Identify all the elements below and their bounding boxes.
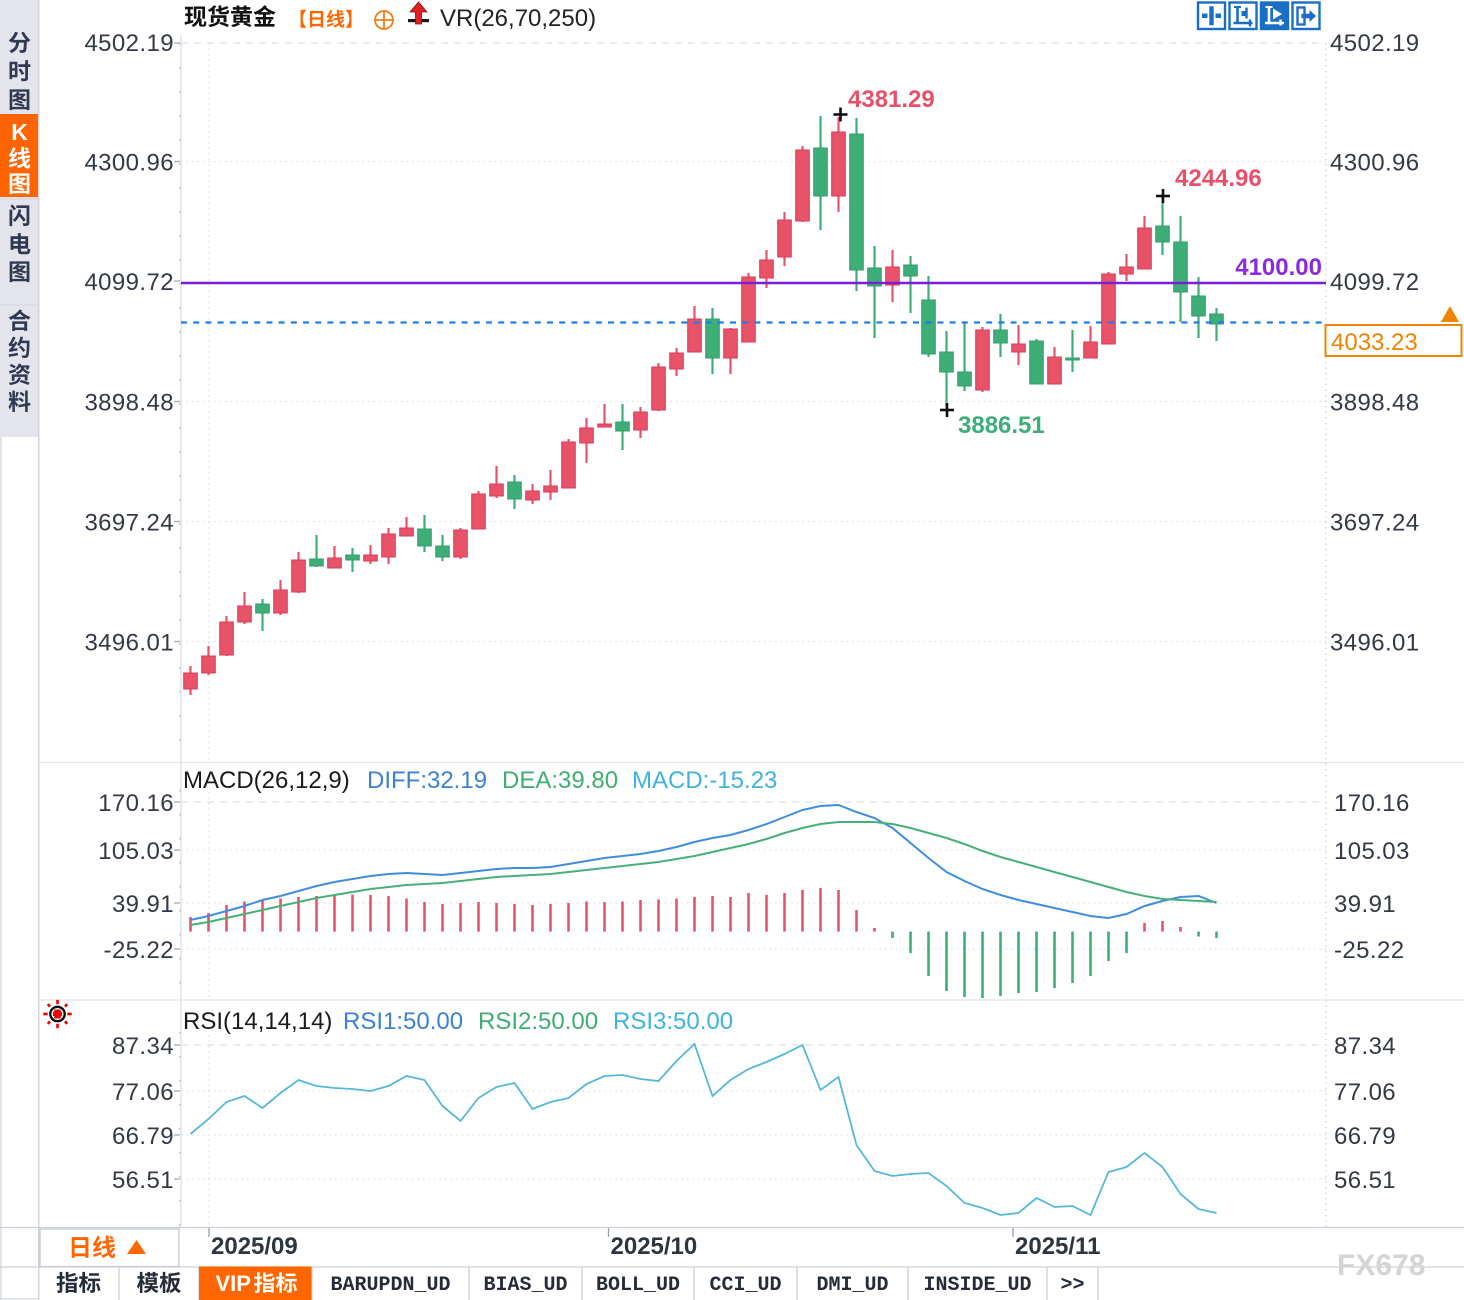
svg-text:66.79: 66.79 xyxy=(112,1123,174,1150)
svg-text:56.51: 56.51 xyxy=(1334,1167,1396,1194)
svg-text:VR(26,70,250): VR(26,70,250) xyxy=(440,5,596,32)
svg-text:105.03: 105.03 xyxy=(98,838,174,865)
svg-text:3496.01: 3496.01 xyxy=(84,630,174,657)
svg-text:3898.48: 3898.48 xyxy=(84,390,174,417)
svg-text:4244.96: 4244.96 xyxy=(1175,165,1262,192)
svg-text:MACD(26,12,9): MACD(26,12,9) xyxy=(183,767,350,794)
svg-text:3697.24: 3697.24 xyxy=(1330,510,1420,537)
svg-text:39.91: 39.91 xyxy=(1334,891,1396,918)
svg-text:-25.22: -25.22 xyxy=(104,937,174,964)
svg-text:BIAS_UD: BIAS_UD xyxy=(483,1274,567,1297)
svg-text:77.06: 77.06 xyxy=(112,1079,174,1106)
svg-text:87.34: 87.34 xyxy=(1334,1033,1396,1060)
svg-text:77.06: 77.06 xyxy=(1334,1079,1396,1106)
svg-text:4381.29: 4381.29 xyxy=(848,86,935,113)
svg-text:105.03: 105.03 xyxy=(1334,838,1410,865)
svg-text:4300.96: 4300.96 xyxy=(84,150,174,177)
svg-text:4099.72: 4099.72 xyxy=(1330,269,1420,296)
svg-text:4100.00: 4100.00 xyxy=(1235,254,1322,281)
svg-text:4033.23: 4033.23 xyxy=(1331,329,1418,356)
svg-text:DIFF:32.19: DIFF:32.19 xyxy=(367,767,487,794)
svg-text:>>: >> xyxy=(1060,1274,1084,1297)
svg-text:RSI1:50.00: RSI1:50.00 xyxy=(343,1008,463,1035)
svg-text:66.79: 66.79 xyxy=(1334,1123,1396,1150)
svg-text:MACD:-15.23: MACD:-15.23 xyxy=(632,767,777,794)
svg-text:3697.24: 3697.24 xyxy=(84,510,174,537)
svg-text:4502.19: 4502.19 xyxy=(1330,30,1420,57)
svg-text:170.16: 170.16 xyxy=(98,790,174,817)
svg-text:4502.19: 4502.19 xyxy=(84,30,174,57)
svg-text:87.34: 87.34 xyxy=(112,1033,174,1060)
svg-text:56.51: 56.51 xyxy=(112,1167,174,1194)
svg-text:2025/10: 2025/10 xyxy=(611,1233,698,1260)
svg-text:4300.96: 4300.96 xyxy=(1330,150,1420,177)
svg-text:2025/09: 2025/09 xyxy=(211,1233,298,1260)
svg-text:3496.01: 3496.01 xyxy=(1330,630,1420,657)
svg-text:INSIDE_UD: INSIDE_UD xyxy=(923,1274,1031,1297)
svg-text:2025/11: 2025/11 xyxy=(1015,1233,1100,1260)
svg-text:RSI2:50.00: RSI2:50.00 xyxy=(478,1008,598,1035)
svg-text:DEA:39.80: DEA:39.80 xyxy=(502,767,618,794)
svg-text:RSI(14,14,14): RSI(14,14,14) xyxy=(183,1008,332,1035)
svg-text:VIP: VIP xyxy=(216,1271,251,1296)
svg-text:BOLL_UD: BOLL_UD xyxy=(596,1274,680,1297)
svg-text:3886.51: 3886.51 xyxy=(958,412,1045,439)
svg-text:FX678: FX678 xyxy=(1337,1249,1425,1282)
svg-text:CCI_UD: CCI_UD xyxy=(709,1274,781,1297)
svg-text:RSI3:50.00: RSI3:50.00 xyxy=(613,1008,733,1035)
svg-text:39.91: 39.91 xyxy=(112,891,174,918)
svg-text:3898.48: 3898.48 xyxy=(1330,390,1420,417)
svg-text:170.16: 170.16 xyxy=(1334,790,1410,817)
svg-text:DMI_UD: DMI_UD xyxy=(816,1274,888,1297)
svg-text:BARUPDN_UD: BARUPDN_UD xyxy=(330,1274,450,1297)
svg-text:-25.22: -25.22 xyxy=(1334,937,1404,964)
svg-text:K: K xyxy=(11,119,28,145)
svg-text:4099.72: 4099.72 xyxy=(84,269,174,296)
